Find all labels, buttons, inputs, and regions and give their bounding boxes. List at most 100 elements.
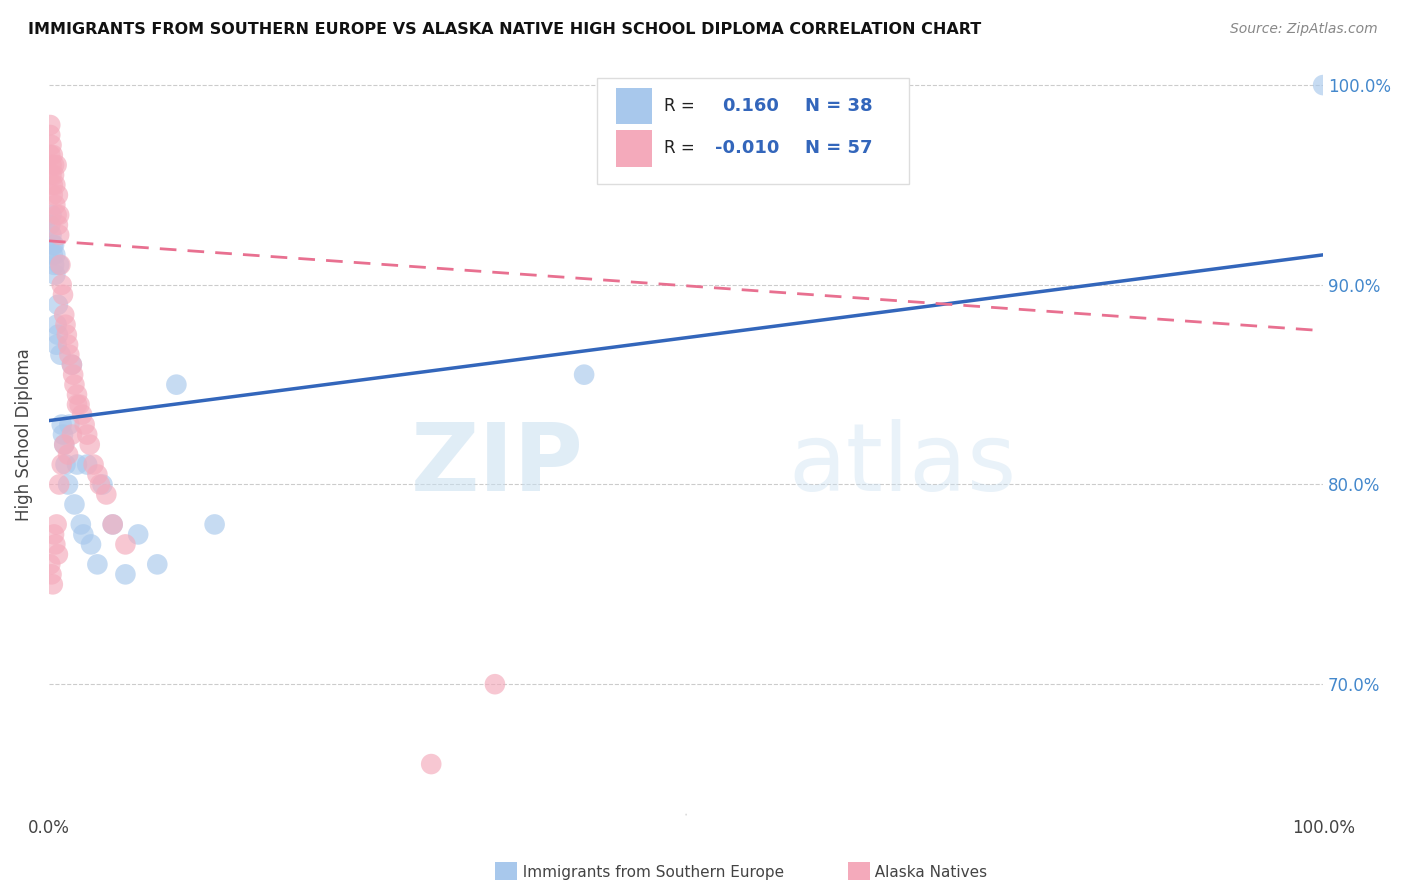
Point [46,548,69,562]
Y-axis label: High School Diploma: High School Diploma [15,348,32,521]
Point [69,517,91,532]
Point [48,208,70,222]
Point [72,527,94,541]
Point [45,337,67,351]
Point [46,327,69,342]
Point [45,158,67,172]
Point [48,258,70,272]
Point [66,398,89,412]
Point [146,558,169,572]
Point [62,368,84,382]
Point [44,268,66,282]
Point [41,208,63,222]
Point [76,458,98,472]
Point [86,558,108,572]
Point [42,238,65,252]
Point [46,188,69,202]
Point [41,138,63,153]
Point [52,427,75,442]
Point [83,458,105,472]
Point [39,118,62,132]
Point [66,387,89,401]
Text: N = 57: N = 57 [804,139,872,158]
Point [60,358,83,372]
Point [69,398,91,412]
Point [89,477,111,491]
FancyBboxPatch shape [598,78,910,184]
Point [39,558,62,572]
Text: R =: R = [665,97,700,115]
Point [114,567,136,582]
Point [42,527,65,541]
Point [63,498,86,512]
Point [51,417,73,432]
Text: Source: ZipAtlas.com: Source: ZipAtlas.com [1230,22,1378,37]
Point [42,577,65,591]
Point [204,517,226,532]
Point [42,258,65,272]
Point [41,227,63,242]
Point [42,168,65,182]
Point [42,248,65,262]
FancyBboxPatch shape [616,130,651,167]
Point [484,677,506,691]
Point [53,437,76,451]
Point [60,358,83,372]
Point [101,517,124,532]
Point [48,227,70,242]
Point [51,277,73,292]
Point [56,477,79,491]
Point [49,258,72,272]
Text: IMMIGRANTS FROM SOUTHERN EUROPE VS ALASKA NATIVE HIGH SCHOOL DIPLOMA CORRELATION: IMMIGRANTS FROM SOUTHERN EUROPE VS ALASK… [28,22,981,37]
Point [45,318,67,332]
Point [572,368,595,382]
Point [42,148,65,162]
Point [49,348,72,362]
Point [55,318,77,332]
Point [41,567,63,582]
Point [44,178,66,192]
Text: N = 38: N = 38 [804,97,872,115]
Point [48,477,70,491]
Point [46,298,69,312]
Point [41,168,63,182]
Text: atlas: atlas [787,419,1017,511]
Point [79,437,101,451]
Text: -0.010: -0.010 [716,139,780,158]
Point [42,158,65,172]
Point [39,128,62,142]
Point [70,408,93,422]
Point [96,487,118,501]
Point [44,198,66,212]
Text: ZIP: ZIP [411,419,583,511]
Point [39,218,62,232]
Point [58,348,80,362]
Point [1312,78,1334,92]
Point [44,248,66,262]
Point [63,377,86,392]
Point [55,458,77,472]
Point [56,448,79,462]
Point [52,287,75,301]
FancyBboxPatch shape [616,87,651,124]
Point [56,327,79,342]
Point [76,427,98,442]
Point [60,427,83,442]
Point [42,178,65,192]
Point [56,337,79,351]
Text: Alaska Natives: Alaska Natives [865,865,987,880]
Point [101,517,124,532]
Point [420,757,443,772]
Point [46,218,69,232]
Point [114,537,136,551]
Point [44,537,66,551]
Point [127,527,149,541]
Point [165,377,187,392]
Point [39,148,62,162]
Text: R =: R = [665,139,700,158]
Point [80,537,103,551]
Point [41,158,63,172]
Point [66,458,89,472]
Point [42,188,65,202]
Point [58,417,80,432]
